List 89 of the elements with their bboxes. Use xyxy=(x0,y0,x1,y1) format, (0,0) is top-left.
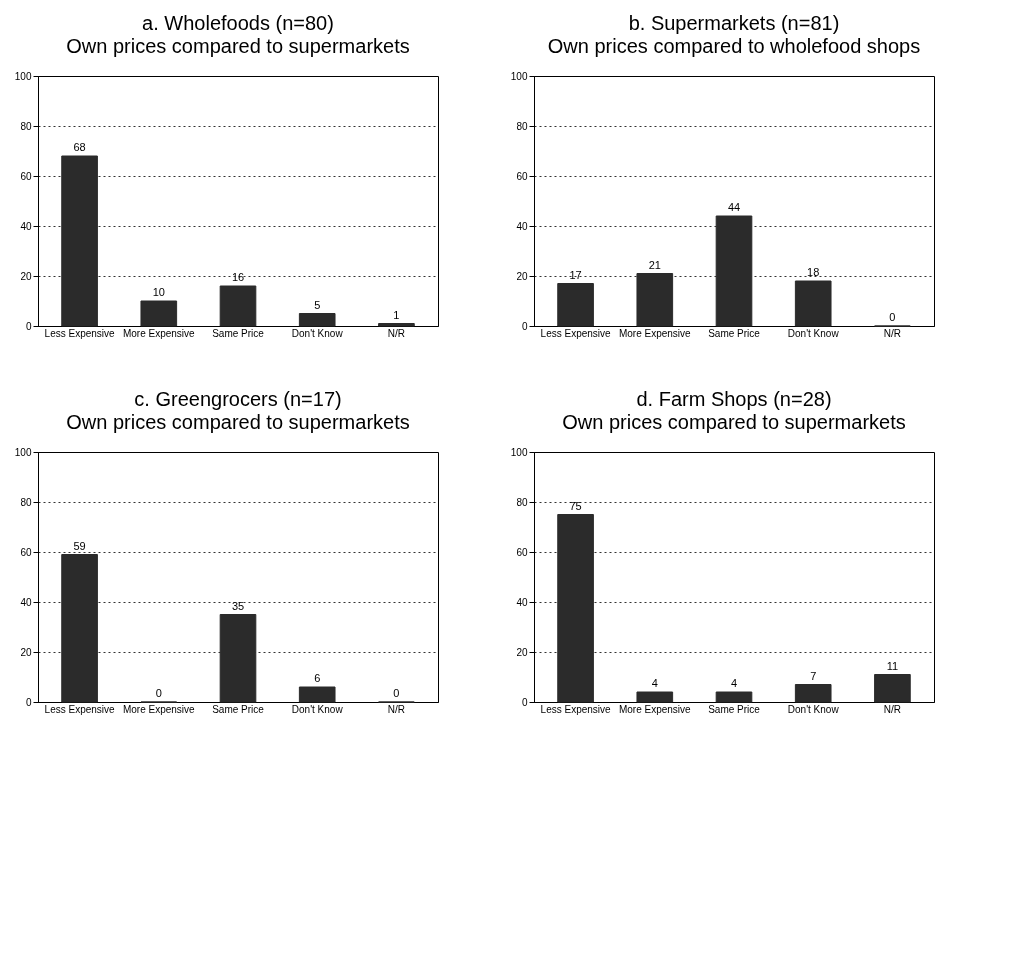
data-label: 4 xyxy=(651,677,658,689)
chart-subtitle: Own prices compared to supermarkets xyxy=(66,35,410,57)
chart-title: a. Wholefoods (n=80) xyxy=(142,12,334,34)
y-tick-label: 20 xyxy=(20,270,32,282)
y-tick-label: 0 xyxy=(25,320,32,332)
x-tick-label: Same Price xyxy=(212,327,265,339)
bar xyxy=(874,674,911,703)
bar xyxy=(378,323,415,327)
x-tick-label: More Expensive xyxy=(122,327,196,339)
bar xyxy=(219,614,257,703)
x-tick-label: Less Expensive xyxy=(44,703,116,715)
bar xyxy=(557,283,594,327)
y-tick-label: 0 xyxy=(521,320,528,332)
bar xyxy=(61,155,98,327)
y-tick-label: 40 xyxy=(516,596,528,608)
x-tick-label: More Expensive xyxy=(122,703,196,715)
bar xyxy=(715,691,753,703)
data-label: 35 xyxy=(231,599,245,612)
data-label: 44 xyxy=(727,201,741,213)
x-tick-label: Less Expensive xyxy=(44,327,116,339)
data-label: 16 xyxy=(231,271,245,283)
data-label: 6 xyxy=(314,672,321,684)
x-tick-label: More Expensive xyxy=(618,327,692,339)
y-tick-label: 100 xyxy=(14,70,32,82)
x-tick-label: More Expensive xyxy=(618,703,692,715)
y-tick-label: 20 xyxy=(20,646,32,658)
x-tick-label: Same Price xyxy=(708,703,761,715)
data-label: 0 xyxy=(889,311,896,323)
chart-title: b. Supermarkets (n=81) xyxy=(628,12,840,34)
data-label: 0 xyxy=(393,687,400,699)
bar xyxy=(298,686,336,703)
data-label: 10 xyxy=(152,286,165,298)
bar xyxy=(715,215,753,327)
data-label: 4 xyxy=(730,677,738,689)
x-tick-label: N/R xyxy=(387,327,406,339)
y-tick-label: 100 xyxy=(510,70,528,82)
bar xyxy=(61,554,98,703)
y-tick-label: 0 xyxy=(521,696,528,708)
x-tick-label: Less Expensive xyxy=(540,703,612,715)
y-tick-label: 80 xyxy=(516,496,528,508)
y-tick-label: 60 xyxy=(516,170,528,182)
x-tick-label: N/R xyxy=(883,327,902,339)
data-label: 11 xyxy=(886,659,899,672)
y-tick-label: 60 xyxy=(20,546,32,558)
y-tick-label: 20 xyxy=(516,270,528,282)
y-tick-label: 0 xyxy=(25,696,32,708)
bar xyxy=(794,684,832,703)
x-tick-label: Don't Know xyxy=(291,327,344,339)
bar xyxy=(298,313,336,327)
x-tick-label: N/R xyxy=(883,703,902,715)
x-tick-label: Less Expensive xyxy=(540,327,612,339)
x-tick-label: Don't Know xyxy=(291,703,344,715)
y-tick-label: 40 xyxy=(20,220,32,232)
chart-subtitle: Own prices compared to supermarkets xyxy=(562,411,906,433)
data-label: 68 xyxy=(73,141,86,153)
bar xyxy=(636,273,674,327)
x-tick-label: Same Price xyxy=(708,327,761,339)
y-tick-label: 80 xyxy=(20,120,32,132)
y-tick-label: 60 xyxy=(20,170,32,182)
data-label: 17 xyxy=(569,268,582,281)
y-tick-label: 40 xyxy=(20,596,32,608)
data-label: 59 xyxy=(73,539,86,552)
chart-title: d. Farm Shops (n=28) xyxy=(636,388,832,410)
chart-title: c. Greengrocers (n=17) xyxy=(134,388,342,410)
data-label: 18 xyxy=(807,266,820,278)
y-tick-label: 100 xyxy=(510,446,528,458)
y-tick-label: 80 xyxy=(516,120,528,132)
data-label: 1 xyxy=(393,308,400,321)
y-tick-label: 40 xyxy=(516,220,528,232)
y-tick-label: 60 xyxy=(516,546,528,558)
chart-subtitle: Own prices compared to supermarkets xyxy=(66,411,410,433)
y-tick-label: 20 xyxy=(516,646,528,658)
data-label: 0 xyxy=(155,687,162,699)
data-label: 7 xyxy=(810,669,817,682)
x-tick-label: Don't Know xyxy=(787,327,840,339)
data-label: 21 xyxy=(648,258,661,271)
y-tick-label: 80 xyxy=(20,496,32,508)
data-label: 5 xyxy=(314,298,321,311)
bar xyxy=(636,691,674,703)
x-tick-label: N/R xyxy=(387,703,406,715)
chart-subtitle: Own prices compared to wholefood shops xyxy=(547,35,921,57)
bar xyxy=(219,285,257,327)
bar xyxy=(557,514,594,703)
data-label: 75 xyxy=(569,499,582,512)
x-tick-label: Don't Know xyxy=(787,703,840,715)
x-tick-label: Same Price xyxy=(212,703,265,715)
bar xyxy=(794,280,832,327)
y-tick-label: 100 xyxy=(14,446,32,458)
bar xyxy=(140,300,178,327)
